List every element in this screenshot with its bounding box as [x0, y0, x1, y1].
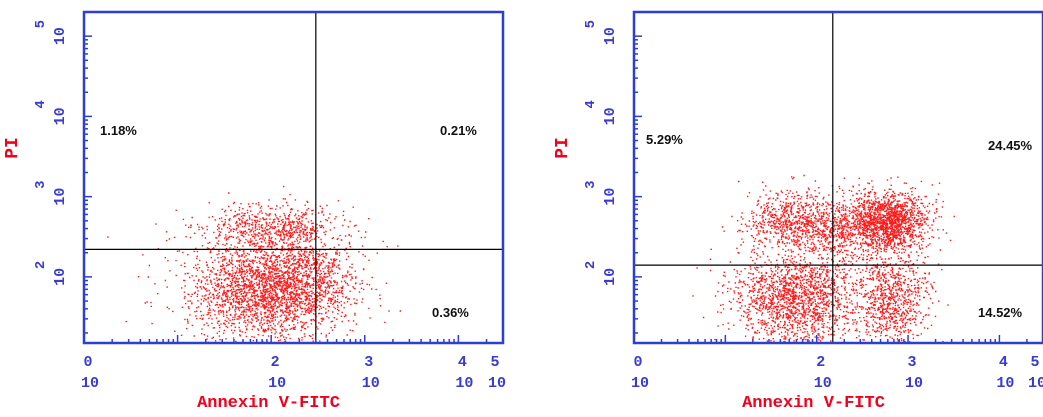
quadrant-label-upper-left: 1.18%	[100, 123, 137, 138]
minor-ticks	[83, 11, 504, 343]
x-tick-exponent: 2	[816, 354, 825, 371]
event-dots	[692, 174, 955, 343]
y-tick-label: 103	[33, 180, 69, 205]
x-tick-base: 10	[81, 375, 99, 392]
population-dots	[216, 198, 399, 338]
y-tick-exponent: 2	[33, 261, 49, 269]
x-tick-exponent: 0	[83, 354, 92, 371]
y-tick-exponent: 3	[33, 180, 49, 188]
population-live	[125, 185, 401, 343]
population-live-shoulder	[216, 198, 399, 338]
x-tick-exponent: 3	[908, 354, 917, 371]
y-axis-title: PI	[553, 137, 573, 159]
population-early-apoptotic	[837, 225, 949, 343]
x-tick-exponent: 2	[271, 354, 280, 371]
population-live	[692, 218, 918, 343]
y-tick-label: 105	[583, 20, 619, 45]
y-axis-title: PI	[3, 137, 23, 159]
x-tick-base: 10	[1028, 375, 1043, 392]
x-tick-label: 010	[81, 354, 99, 392]
x-tick-exponent: 0	[633, 354, 642, 371]
event-dots	[107, 185, 401, 343]
y-tick-label: 104	[583, 100, 619, 125]
x-tick-label: 010	[631, 354, 649, 392]
quadrant-label-upper-left: 5.29%	[646, 132, 683, 147]
plot-frame	[632, 10, 1043, 345]
x-tick-label: 510	[1028, 354, 1043, 392]
y-tick-label: 102	[33, 261, 69, 286]
x-tick-label: 210	[268, 354, 286, 392]
y-tick-label: 103	[583, 180, 619, 205]
x-tick-base: 10	[455, 375, 473, 392]
y-tick-base: 10	[602, 188, 619, 206]
x-tick-exponent: 5	[490, 354, 499, 371]
population-dots	[822, 176, 955, 268]
y-tick-base: 10	[52, 107, 69, 125]
population-dots	[837, 225, 949, 343]
x-tick-label: 210	[814, 354, 832, 392]
x-tick-base: 10	[905, 375, 923, 392]
x-tick-exponent: 3	[364, 354, 373, 371]
y-tick-base: 10	[52, 188, 69, 206]
x-tick-label: 410	[455, 354, 473, 392]
y-tick-exponent: 4	[33, 100, 49, 108]
x-tick-base: 10	[268, 375, 286, 392]
population-dots	[125, 185, 401, 343]
x-tick-base: 10	[814, 375, 832, 392]
x-tick-label: 510	[488, 354, 506, 392]
y-tick-exponent: 3	[583, 180, 599, 188]
y-tick-label: 104	[33, 100, 69, 125]
x-tick-label: 310	[362, 354, 380, 392]
y-tick-exponent: 2	[583, 261, 599, 269]
quadrant-label-upper-right: 0.21%	[440, 123, 477, 138]
y-tick-label: 102	[583, 261, 619, 286]
x-tick-base: 10	[631, 375, 649, 392]
plot-frame	[82, 10, 505, 345]
x-tick-base: 10	[488, 375, 506, 392]
x-tick-exponent: 4	[458, 354, 467, 371]
x-axis-title: Annexin V-FITC	[742, 394, 885, 412]
y-tick-exponent: 4	[583, 100, 599, 108]
x-tick-label: 410	[996, 354, 1014, 392]
quadrant-label-lower-right: 14.52%	[978, 305, 1023, 320]
minor-ticks	[633, 11, 1043, 343]
y-tick-exponent: 5	[583, 20, 599, 28]
x-tick-exponent: 4	[999, 354, 1008, 371]
x-tick-label: 310	[905, 354, 923, 392]
quadrant-label-upper-right: 24.45%	[988, 138, 1033, 153]
y-tick-base: 10	[602, 27, 619, 45]
x-axis-title: Annexin V-FITC	[197, 394, 340, 412]
y-tick-base: 10	[602, 268, 619, 286]
y-tick-base: 10	[602, 107, 619, 125]
y-tick-exponent: 5	[33, 20, 49, 28]
quadrant-label-lower-right: 0.36%	[432, 305, 469, 320]
y-tick-base: 10	[52, 27, 69, 45]
population-dots	[692, 218, 918, 343]
population-late-apoptotic	[822, 176, 955, 268]
x-tick-exponent: 5	[1030, 354, 1039, 371]
x-tick-base: 10	[362, 375, 380, 392]
y-tick-base: 10	[52, 268, 69, 286]
y-tick-label: 105	[33, 20, 69, 45]
x-tick-base: 10	[996, 375, 1014, 392]
